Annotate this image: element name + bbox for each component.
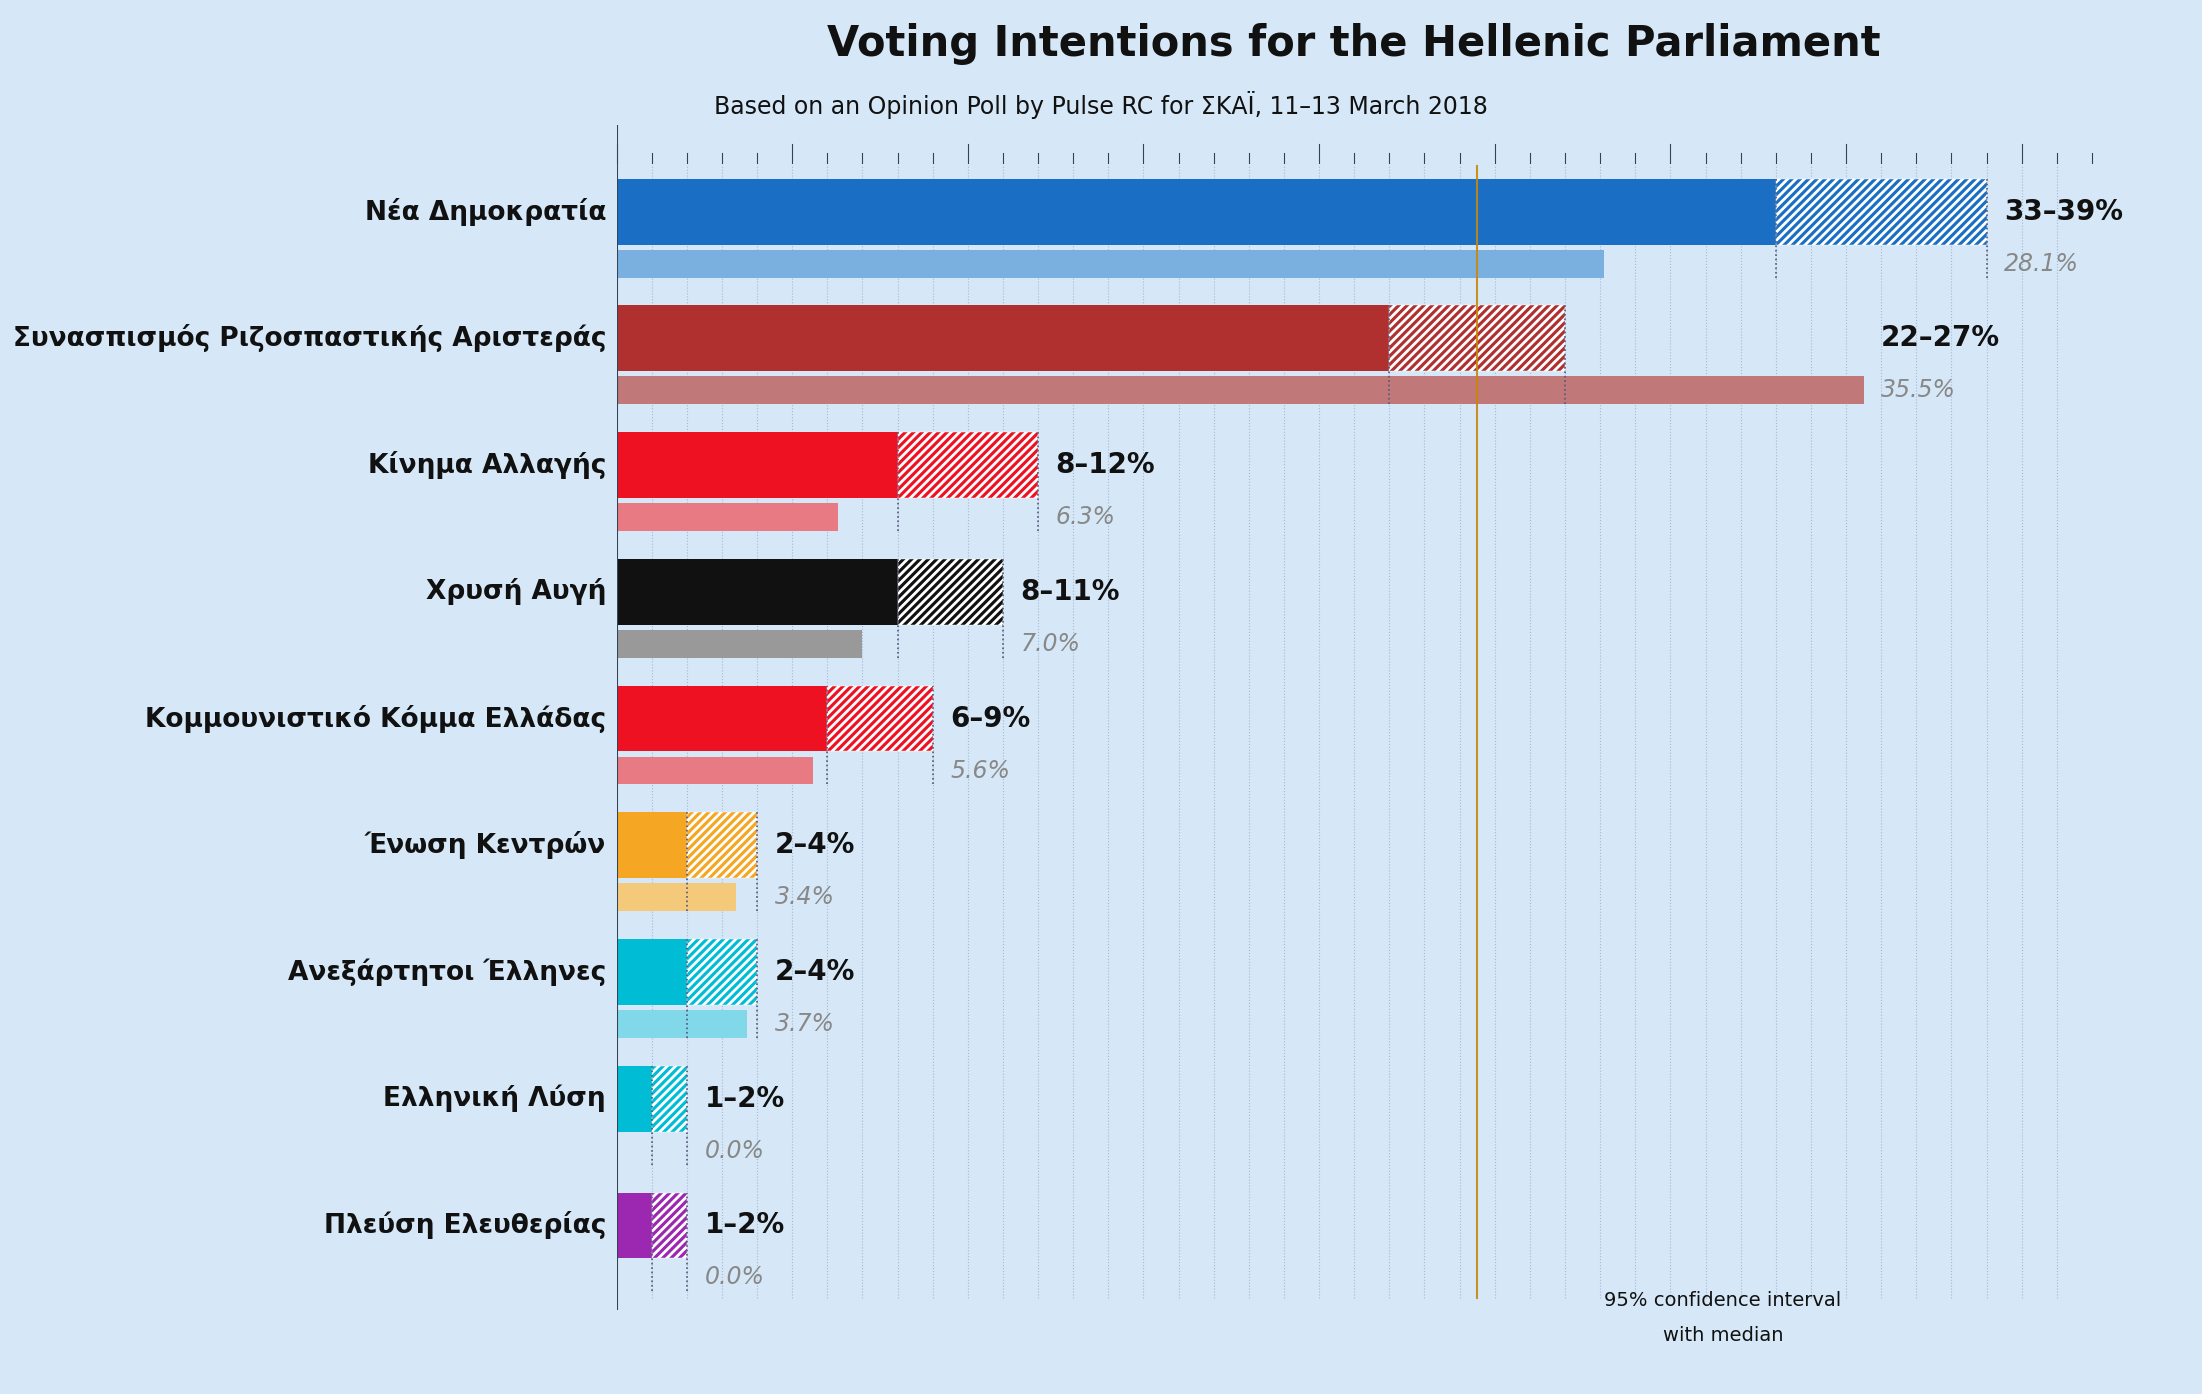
Text: Συνασπισμός Ριζοσπαστικής Αριστεράς: Συνασπισμός Ριζοσπαστικής Αριστεράς [13,325,606,353]
Text: 6.3%: 6.3% [1055,505,1116,530]
Bar [617,940,687,1005]
Text: 33–39%: 33–39% [2004,198,2123,226]
Text: 3.7%: 3.7% [775,1012,835,1036]
Text: Νέα Δημοκρατία: Νέα Δημοκρατία [366,198,606,226]
Text: 8–11%: 8–11% [1020,579,1121,606]
Bar [617,432,898,498]
Text: 35.5%: 35.5% [1881,378,1955,403]
Bar [828,686,934,751]
Text: with median: with median [1663,1326,1784,1345]
Text: 3.4%: 3.4% [775,885,835,909]
Bar [1722,1355,1845,1394]
Text: 28.1%: 28.1% [2004,251,2079,276]
Bar [617,178,1775,244]
Text: 95% confidence interval: 95% confidence interval [1605,1291,1841,1310]
Text: Χρυσή Αυγή: Χρυσή Αυγή [425,579,606,605]
Bar [898,432,1037,498]
Bar [617,1066,652,1132]
Text: 1–2%: 1–2% [705,1085,784,1112]
Bar [617,757,813,785]
Bar [687,813,757,878]
Bar [617,376,1863,404]
Text: Ανεξάρτητοι Έλληνες: Ανεξάρτητοι Έλληνες [288,958,606,986]
Text: 2–4%: 2–4% [775,958,854,986]
Bar [617,686,828,751]
Bar [617,884,735,912]
Bar [617,1011,746,1039]
Text: 8–12%: 8–12% [1055,452,1156,480]
Text: 1–2%: 1–2% [705,1211,784,1239]
Bar [617,630,863,658]
Bar [1389,305,1566,371]
Text: 6–9%: 6–9% [951,704,1031,732]
Text: Based on an Opinion Poll by Pulse RC for ΣΚΑΪ, 11–13 March 2018: Based on an Opinion Poll by Pulse RC for… [713,91,1489,118]
Text: 2–4%: 2–4% [775,831,854,859]
Title: Voting Intentions for the Hellenic Parliament: Voting Intentions for the Hellenic Parli… [828,24,1881,66]
Text: 7.0%: 7.0% [1020,631,1081,655]
Bar [617,813,687,878]
Bar [652,1066,687,1132]
Text: 5.6%: 5.6% [951,758,1011,782]
Bar [687,940,757,1005]
Bar [617,1192,652,1259]
Bar [617,503,839,531]
Text: 0.0%: 0.0% [705,1139,764,1163]
Bar [617,250,1603,277]
Text: 0.0%: 0.0% [705,1266,764,1289]
Text: Κομμουνιστικό Κόμμα Ελλάδας: Κομμουνιστικό Κόμμα Ελλάδας [145,704,606,732]
Text: Πλεύση Ελευθερίας: Πλεύση Ελευθερίας [324,1211,606,1239]
Bar [898,559,1002,625]
Bar [617,559,898,625]
Text: Κίνημα Αλλαγής: Κίνημα Αλλαγής [368,452,606,480]
Bar [652,1192,687,1259]
Bar [1775,178,1986,244]
Text: Ένωση Κεντρών: Ένωση Κεντρών [366,831,606,859]
Bar [617,305,1389,371]
Text: Ελληνική Λύση: Ελληνική Λύση [383,1085,606,1112]
Text: 22–27%: 22–27% [1881,325,1999,353]
Bar [1601,1355,1722,1394]
